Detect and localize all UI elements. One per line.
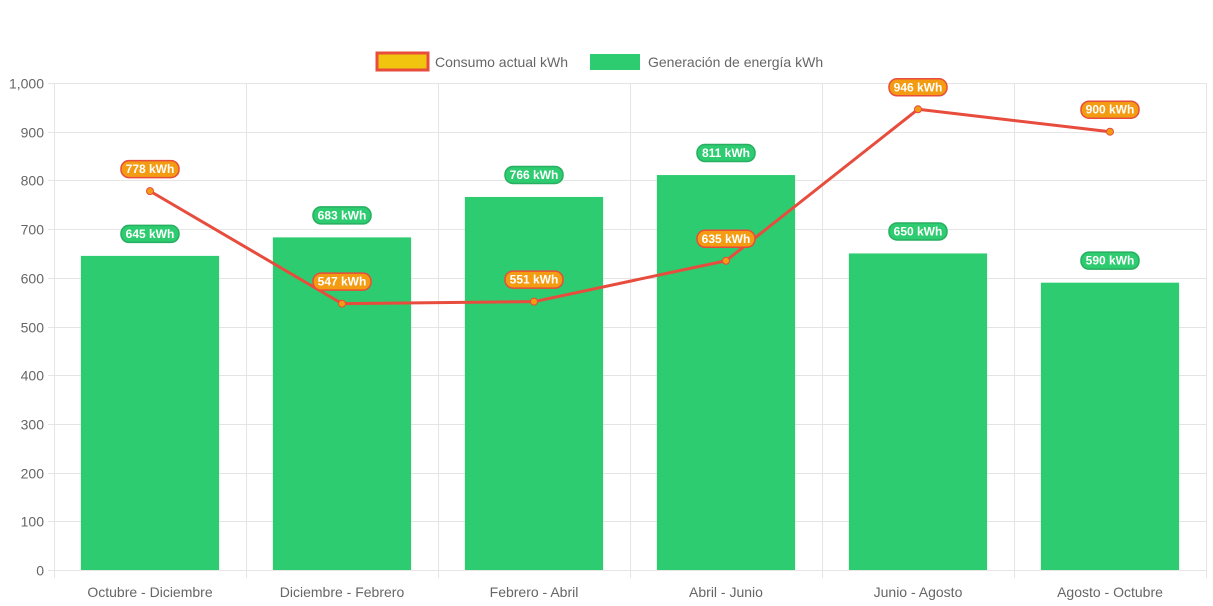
- line-point: [722, 256, 730, 265]
- x-tick-label: Febrero - Abril: [490, 584, 579, 600]
- x-tick-label: Diciembre - Febrero: [280, 584, 405, 600]
- bar-value-label: 645 kWh: [120, 224, 180, 244]
- line-value-label: 635 kWh: [696, 229, 756, 249]
- bar-value-label-bg: [696, 143, 756, 163]
- line-value-label-text: 547 kWh: [318, 275, 367, 289]
- y-tick-label: 1,000: [9, 76, 44, 92]
- x-tick-label: Abril - Junio: [689, 584, 763, 600]
- legend-swatch-generacion: [590, 54, 640, 70]
- y-tick-label: 800: [21, 173, 45, 189]
- line-value-label-bg: [1080, 100, 1140, 119]
- bar-value-label: 650 kWh: [888, 222, 948, 241]
- bar-series-layer: [80, 175, 1180, 570]
- line-value-label-bg: [696, 229, 756, 249]
- line-value-label: 778 kWh: [120, 159, 180, 179]
- line-value-label-text: 635 kWh: [702, 232, 751, 246]
- bar-value-label: 590 kWh: [1080, 251, 1140, 270]
- y-tick-label: 500: [21, 320, 45, 336]
- data-labels-layer: 645 kWh 683 kWh 766 kWh 811 kWh 650 kWh 590 k…: [120, 78, 1140, 291]
- x-tick-label: Octubre - Diciembre: [87, 584, 212, 600]
- line-point: [530, 297, 538, 306]
- bar-value-label-bg: [888, 222, 948, 241]
- bar-value-label: 683 kWh: [312, 206, 372, 225]
- bar-value-label-text: 811 kWh: [702, 146, 750, 160]
- bar-value-label-text: 590 kWh: [1086, 254, 1135, 268]
- line-value-label: 547 kWh: [312, 272, 372, 291]
- line-point: [914, 105, 922, 114]
- legend-item-generacion[interactable]: Generación de energía kWh: [590, 54, 823, 70]
- line-value-label: 551 kWh: [504, 270, 564, 289]
- line-value-label-bg: [312, 272, 372, 291]
- line-value-label-text: 778 kWh: [126, 162, 175, 176]
- bar-value-label: 811 kWh: [696, 143, 756, 163]
- x-tick-label: Agosto - Octubre: [1057, 584, 1163, 600]
- bar-value-label: 766 kWh: [504, 165, 564, 185]
- legend-item-consumo[interactable]: Consumo actual kWh: [375, 51, 568, 72]
- line-value-label-text: 946 kWh: [894, 80, 943, 94]
- line-value-label: 946 kWh: [888, 78, 948, 97]
- line-value-label-bg: [888, 78, 948, 97]
- bar-value-label-text: 683 kWh: [318, 208, 367, 222]
- y-tick-label: 900: [21, 125, 45, 141]
- bar-value-label-text: 645 kWh: [126, 227, 175, 241]
- bar-value-label-text: 650 kWh: [894, 224, 943, 238]
- y-tick-label: 400: [21, 368, 45, 384]
- grid: [48, 83, 1207, 578]
- bar-value-label-text: 766 kWh: [510, 168, 559, 182]
- line-point: [338, 299, 346, 308]
- legend-label-generacion: Generación de energía kWh: [648, 54, 823, 70]
- line-point: [146, 187, 154, 196]
- axes: 0 100 200 300 400 500 600 700 800 900 1,000 Octubre…: [9, 76, 1163, 601]
- bar: [272, 237, 412, 570]
- y-tick-label: 200: [21, 466, 45, 482]
- bar-value-label-bg: [1080, 251, 1140, 270]
- bar: [80, 255, 220, 570]
- bar-value-label-bg: [312, 206, 372, 225]
- bar-value-label-bg: [504, 165, 564, 185]
- line-value-label-bg: [120, 159, 180, 179]
- y-tick-label: 100: [21, 514, 45, 530]
- line-value-label-bg: [504, 270, 564, 289]
- bar: [1040, 282, 1180, 570]
- line-value-label-text: 551 kWh: [510, 273, 559, 287]
- y-tick-label: 700: [21, 222, 45, 238]
- bar: [464, 196, 604, 570]
- line-value-label-text: 900 kWh: [1086, 103, 1135, 117]
- line-point: [1106, 127, 1114, 136]
- x-tick-label: Junio - Agosto: [874, 584, 963, 600]
- legend-swatch-consumo: [375, 51, 430, 72]
- bar-value-label-bg: [120, 224, 180, 244]
- line-consumo: [149, 107, 1111, 306]
- y-tick-label: 300: [21, 417, 45, 433]
- line-series-layer: [146, 105, 1114, 308]
- legend: Consumo actual kWh Generación de energía…: [375, 51, 823, 72]
- y-tick-label: 600: [21, 271, 45, 287]
- legend-label-consumo: Consumo actual kWh: [435, 54, 568, 70]
- y-tick-label: 0: [36, 563, 44, 579]
- bar: [848, 253, 988, 570]
- line-value-label: 900 kWh: [1080, 100, 1140, 119]
